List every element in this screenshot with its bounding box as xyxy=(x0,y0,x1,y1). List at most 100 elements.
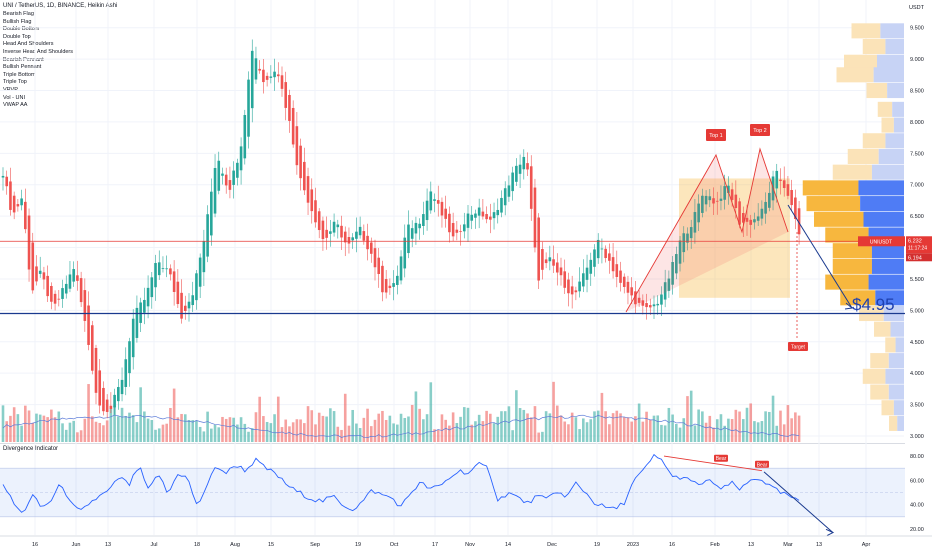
candle-body xyxy=(165,268,168,270)
candle-body xyxy=(507,185,511,197)
candle-body xyxy=(291,107,295,145)
volume-bar xyxy=(518,408,522,442)
candle-body xyxy=(418,223,421,229)
volume-bar xyxy=(369,426,373,442)
legend-item[interactable]: Bullish Pennant xyxy=(3,64,42,71)
vwap-price: 6.194 xyxy=(908,255,922,261)
legend-item[interactable]: Bearish Flag xyxy=(3,11,34,17)
volume-bar xyxy=(719,414,723,442)
candle-body xyxy=(574,290,578,293)
volume-bar xyxy=(407,416,410,442)
legend-item[interactable]: Triple Top xyxy=(3,79,27,86)
legend-item[interactable]: Double Bottom xyxy=(3,26,40,33)
candle-body xyxy=(325,229,328,238)
volume-bar xyxy=(314,424,317,442)
volume-bar xyxy=(555,405,559,442)
candle-body xyxy=(128,341,131,374)
candle-body xyxy=(373,248,377,268)
candle-body xyxy=(555,262,559,273)
candle-body xyxy=(57,298,61,300)
legend-item[interactable]: Vol - UNI xyxy=(3,94,26,101)
volume-bar xyxy=(622,417,626,442)
candle-body xyxy=(27,215,31,270)
volume-bar xyxy=(526,413,529,442)
candle-body xyxy=(224,174,228,186)
legend-item[interactable]: Head And Shoulders xyxy=(3,41,54,48)
candle-body xyxy=(407,224,410,254)
candle-body xyxy=(589,259,593,274)
volume-bar xyxy=(689,390,693,442)
volume-bar xyxy=(448,425,451,442)
candle-body xyxy=(79,278,83,303)
candle-body xyxy=(217,160,221,191)
candle-body xyxy=(72,269,75,282)
candle-body xyxy=(693,212,697,233)
legend-item[interactable]: Inverse Head And Shoulders xyxy=(3,48,74,55)
volume-bar xyxy=(477,414,481,442)
candle-body xyxy=(459,231,462,233)
volume-bar xyxy=(24,405,27,442)
volume-bar xyxy=(634,416,637,442)
volume-bar xyxy=(306,406,310,442)
volume-bar xyxy=(236,424,239,442)
volume-bar xyxy=(27,410,31,442)
volume-bar xyxy=(671,414,674,442)
volume-bar xyxy=(756,422,760,442)
legend-item[interactable]: Triple Bottom xyxy=(3,71,36,78)
candle-body xyxy=(678,240,682,264)
volume-bar xyxy=(451,412,455,442)
candle-body xyxy=(448,213,451,233)
candle-body xyxy=(701,195,704,213)
volume-bar xyxy=(515,390,518,442)
vrvp-bar-left xyxy=(881,117,894,133)
vrvp-bar-left xyxy=(825,274,869,290)
volume-bar xyxy=(94,421,98,442)
volume-bar xyxy=(35,413,38,442)
candle-body xyxy=(76,275,79,281)
legend-item[interactable]: Bullish Flag xyxy=(3,18,32,25)
vrvp-bar-right xyxy=(890,321,904,337)
volume-bar xyxy=(68,422,72,442)
candle-body xyxy=(455,229,459,233)
volume-bar xyxy=(239,417,243,442)
candle-body xyxy=(708,196,712,201)
time-tick: 2023 xyxy=(627,542,639,548)
candle-body xyxy=(552,259,555,266)
candle-body xyxy=(16,204,20,207)
candle-body xyxy=(157,262,161,276)
candle-body xyxy=(169,268,172,275)
vrvp-bar-left xyxy=(844,54,877,70)
candle-body xyxy=(567,279,570,294)
candle-body xyxy=(622,276,626,287)
candle-body xyxy=(741,213,745,223)
vrvp-bar-right xyxy=(887,82,904,99)
volume-bar xyxy=(288,426,291,442)
candle-body xyxy=(288,95,291,121)
legend-item[interactable]: Double Top xyxy=(3,33,31,40)
volume-bar xyxy=(183,414,187,442)
candle-body xyxy=(444,208,447,219)
time-tick: 18 xyxy=(194,542,200,548)
volume-bar xyxy=(470,424,474,442)
volume-bar xyxy=(124,415,128,442)
candle-body xyxy=(50,285,53,302)
legend-item[interactable]: VRVP xyxy=(3,86,18,93)
volume-bar xyxy=(582,418,585,442)
time-tick: 19 xyxy=(355,542,361,548)
legend-item[interactable]: VWAP AA xyxy=(3,102,28,109)
candle-body xyxy=(321,220,325,240)
vrvp-bar-left xyxy=(851,23,881,39)
candle-body xyxy=(414,222,418,234)
volume-bar xyxy=(169,407,172,442)
volume-bar xyxy=(615,410,619,442)
candle-body xyxy=(87,305,90,345)
volume-bar xyxy=(392,423,395,442)
candle-body xyxy=(470,214,474,221)
volume-bar xyxy=(79,430,83,442)
top1-marker xyxy=(706,129,726,141)
candle-body xyxy=(727,185,730,193)
candle-body xyxy=(541,249,544,270)
candle-body xyxy=(280,75,284,89)
candle-body xyxy=(273,71,276,78)
